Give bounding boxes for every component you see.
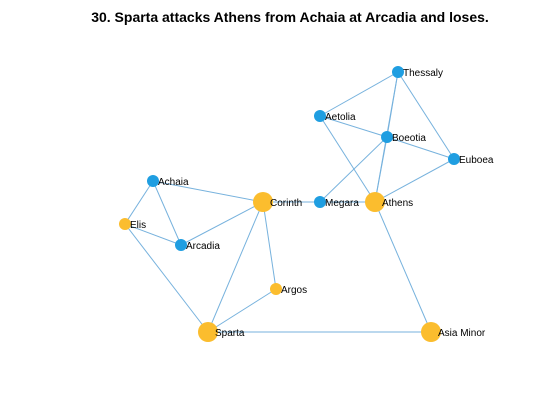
node-achaia: [147, 175, 159, 187]
node-label-euboea: Euboea: [459, 155, 494, 166]
edge-aetolia-boeotia: [319, 115, 388, 138]
node-megara: [314, 196, 326, 208]
node-arcadia: [175, 239, 187, 251]
edge-boeotia-athens: [374, 136, 388, 203]
edge-corinth-argos: [262, 201, 277, 290]
node-aetolia: [314, 110, 326, 122]
node-label-athens: Athens: [382, 198, 413, 209]
node-label-corinth: Corinth: [270, 198, 302, 209]
node-label-arcadia: Arcadia: [186, 241, 220, 252]
node-asia_minor: [421, 322, 441, 342]
node-corinth: [253, 192, 273, 212]
edge-corinth-sparta: [207, 201, 264, 333]
node-label-sparta: Sparta: [215, 328, 245, 339]
edge-argos-sparta: [207, 288, 277, 333]
node-euboea: [448, 153, 460, 165]
edge-euboea-athens: [374, 158, 455, 203]
node-athens: [365, 192, 385, 212]
node-argos: [270, 283, 282, 295]
node-label-megara: Megara: [325, 198, 359, 209]
edge-arcadia-corinth: [180, 201, 264, 246]
node-label-elis: Elis: [130, 220, 146, 231]
edge-thessaly-aetolia: [319, 71, 399, 117]
edge-elis-arcadia: [124, 223, 182, 246]
node-label-argos: Argos: [281, 285, 307, 296]
label-layer: Thessaly Aetolia Boeotia Euboea Achaia Corint…: [130, 68, 494, 339]
node-label-achaia: Achaia: [158, 177, 189, 188]
edge-achaia-corinth: [152, 180, 264, 203]
edge-aetolia-athens: [319, 115, 376, 203]
node-boeotia: [381, 131, 393, 143]
node-sparta: [198, 322, 218, 342]
node-thessaly: [392, 66, 404, 78]
edge-athens-asia_minor: [374, 201, 432, 333]
node-elis: [119, 218, 131, 230]
node-layer: [119, 66, 460, 342]
edge-thessaly-euboea: [397, 71, 455, 160]
edge-achaia-arcadia: [152, 180, 182, 246]
edge-boeotia-euboea: [386, 136, 455, 160]
edge-boeotia-megara: [319, 136, 388, 203]
node-label-thessaly: Thessaly: [403, 68, 443, 79]
diagram-title: 30. Sparta attacks Athens from Achaia at…: [91, 9, 489, 25]
edge-elis-sparta: [124, 223, 209, 333]
node-label-boeotia: Boeotia: [392, 133, 426, 144]
node-label-asia_minor: Asia Minor: [438, 328, 486, 339]
node-label-aetolia: Aetolia: [325, 112, 356, 123]
edge-achaia-elis: [124, 180, 154, 225]
